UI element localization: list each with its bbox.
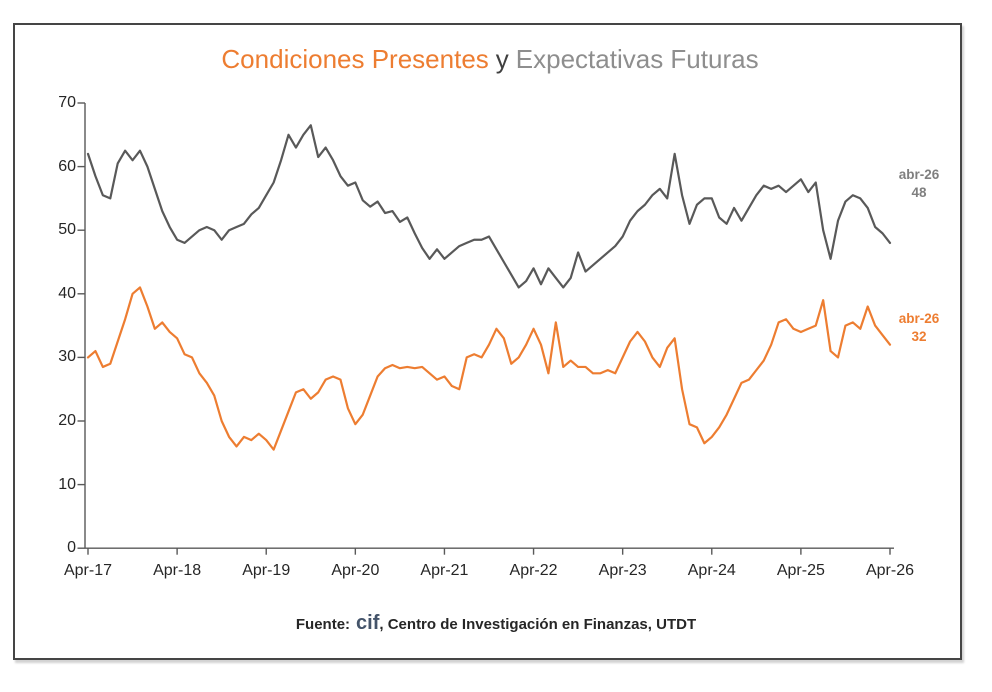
- y-tick-label: 10: [58, 475, 76, 493]
- chart-frame: [13, 23, 962, 660]
- y-tick-label: 0: [67, 539, 76, 557]
- x-tick-label: Apr-17: [63, 562, 113, 579]
- y-tick-label: 50: [58, 221, 76, 239]
- title-expectativas-futuras: Expectativas Futuras: [515, 44, 759, 74]
- x-tick-label: Apr-26: [865, 562, 915, 579]
- x-tick-label: Apr-21: [420, 562, 469, 579]
- x-tick-label: Apr-22: [509, 562, 558, 579]
- series-line-condiciones-presentes: [86, 286, 892, 451]
- title-condiciones-presentes: Condiciones Presentes: [221, 44, 489, 74]
- end-label-date: abr-26: [898, 167, 940, 182]
- y-tick-label: 30: [58, 348, 76, 366]
- source-suffix: , Centro de Investigación en Finanzas, U…: [379, 616, 697, 633]
- x-tick-label: Apr-25: [776, 562, 825, 579]
- source-note: Fuente: cif, Centro de Investigación en F…: [0, 612, 992, 635]
- y-tick-label: 20: [58, 412, 76, 429]
- x-tick-label: Apr-19: [242, 562, 291, 579]
- end-label-expectativas-futuras: abr-26 48: [884, 166, 954, 202]
- end-label-value: 32: [911, 329, 927, 344]
- y-tick-label: 70: [58, 94, 76, 111]
- x-tick-label: Apr-20: [331, 562, 380, 579]
- x-tick-label: Apr-24: [687, 562, 736, 579]
- chart-title: Condiciones Presentes y Expectativas Futur…: [85, 44, 895, 75]
- y-tick-label: 60: [58, 157, 76, 175]
- end-label-condiciones-presentes: abr-26 32: [884, 310, 954, 346]
- end-label-date: abr-26: [898, 311, 940, 326]
- title-connector: y: [495, 44, 509, 74]
- series-line-expectativas-futuras: [86, 124, 892, 289]
- x-tick-label: Apr-23: [598, 562, 647, 579]
- x-tick-label: Apr-18: [153, 562, 202, 579]
- source-brand-cif: cif: [356, 612, 380, 634]
- source-prefix: Fuente:: [295, 616, 351, 633]
- y-tick-label: 40: [58, 284, 76, 302]
- end-label-value: 48: [911, 185, 927, 200]
